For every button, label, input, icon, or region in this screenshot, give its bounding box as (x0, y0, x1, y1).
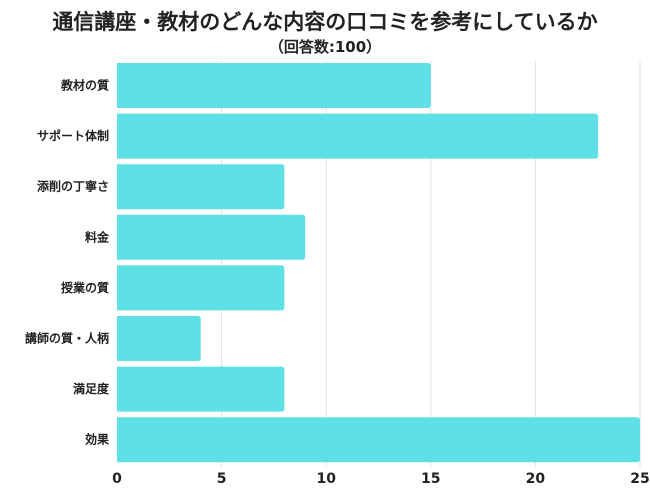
category-label: 授業の質 (61, 280, 109, 295)
x-tick-label: 20 (526, 471, 546, 487)
bar (117, 113, 599, 159)
category-label: サポート体制 (37, 128, 109, 143)
bar (116, 366, 285, 412)
category-label: 効果 (85, 432, 109, 447)
bar (116, 265, 285, 311)
bar (117, 214, 306, 260)
bar (117, 63, 431, 108)
category-label: 料金 (85, 229, 110, 244)
category-label: 講師の質・人柄 (25, 331, 109, 346)
bar (116, 164, 285, 210)
x-tick-label: 15 (421, 471, 440, 487)
chart-subtitle: （回答数:100） (268, 38, 382, 56)
x-tick-label: 5 (217, 471, 227, 487)
x-tick-label: 0 (112, 471, 122, 487)
category-label: 満足度 (73, 381, 110, 396)
bar (116, 316, 201, 361)
category-label: 添削の丁寧さ (37, 179, 109, 194)
x-tick-label: 10 (316, 471, 336, 487)
x-tick-label: 25 (630, 471, 649, 487)
chart-title: 通信講座・教材のどんな内容の口コミを参考にしているか (52, 10, 598, 34)
bar (117, 417, 640, 463)
category-label: 教材の質 (60, 78, 109, 93)
